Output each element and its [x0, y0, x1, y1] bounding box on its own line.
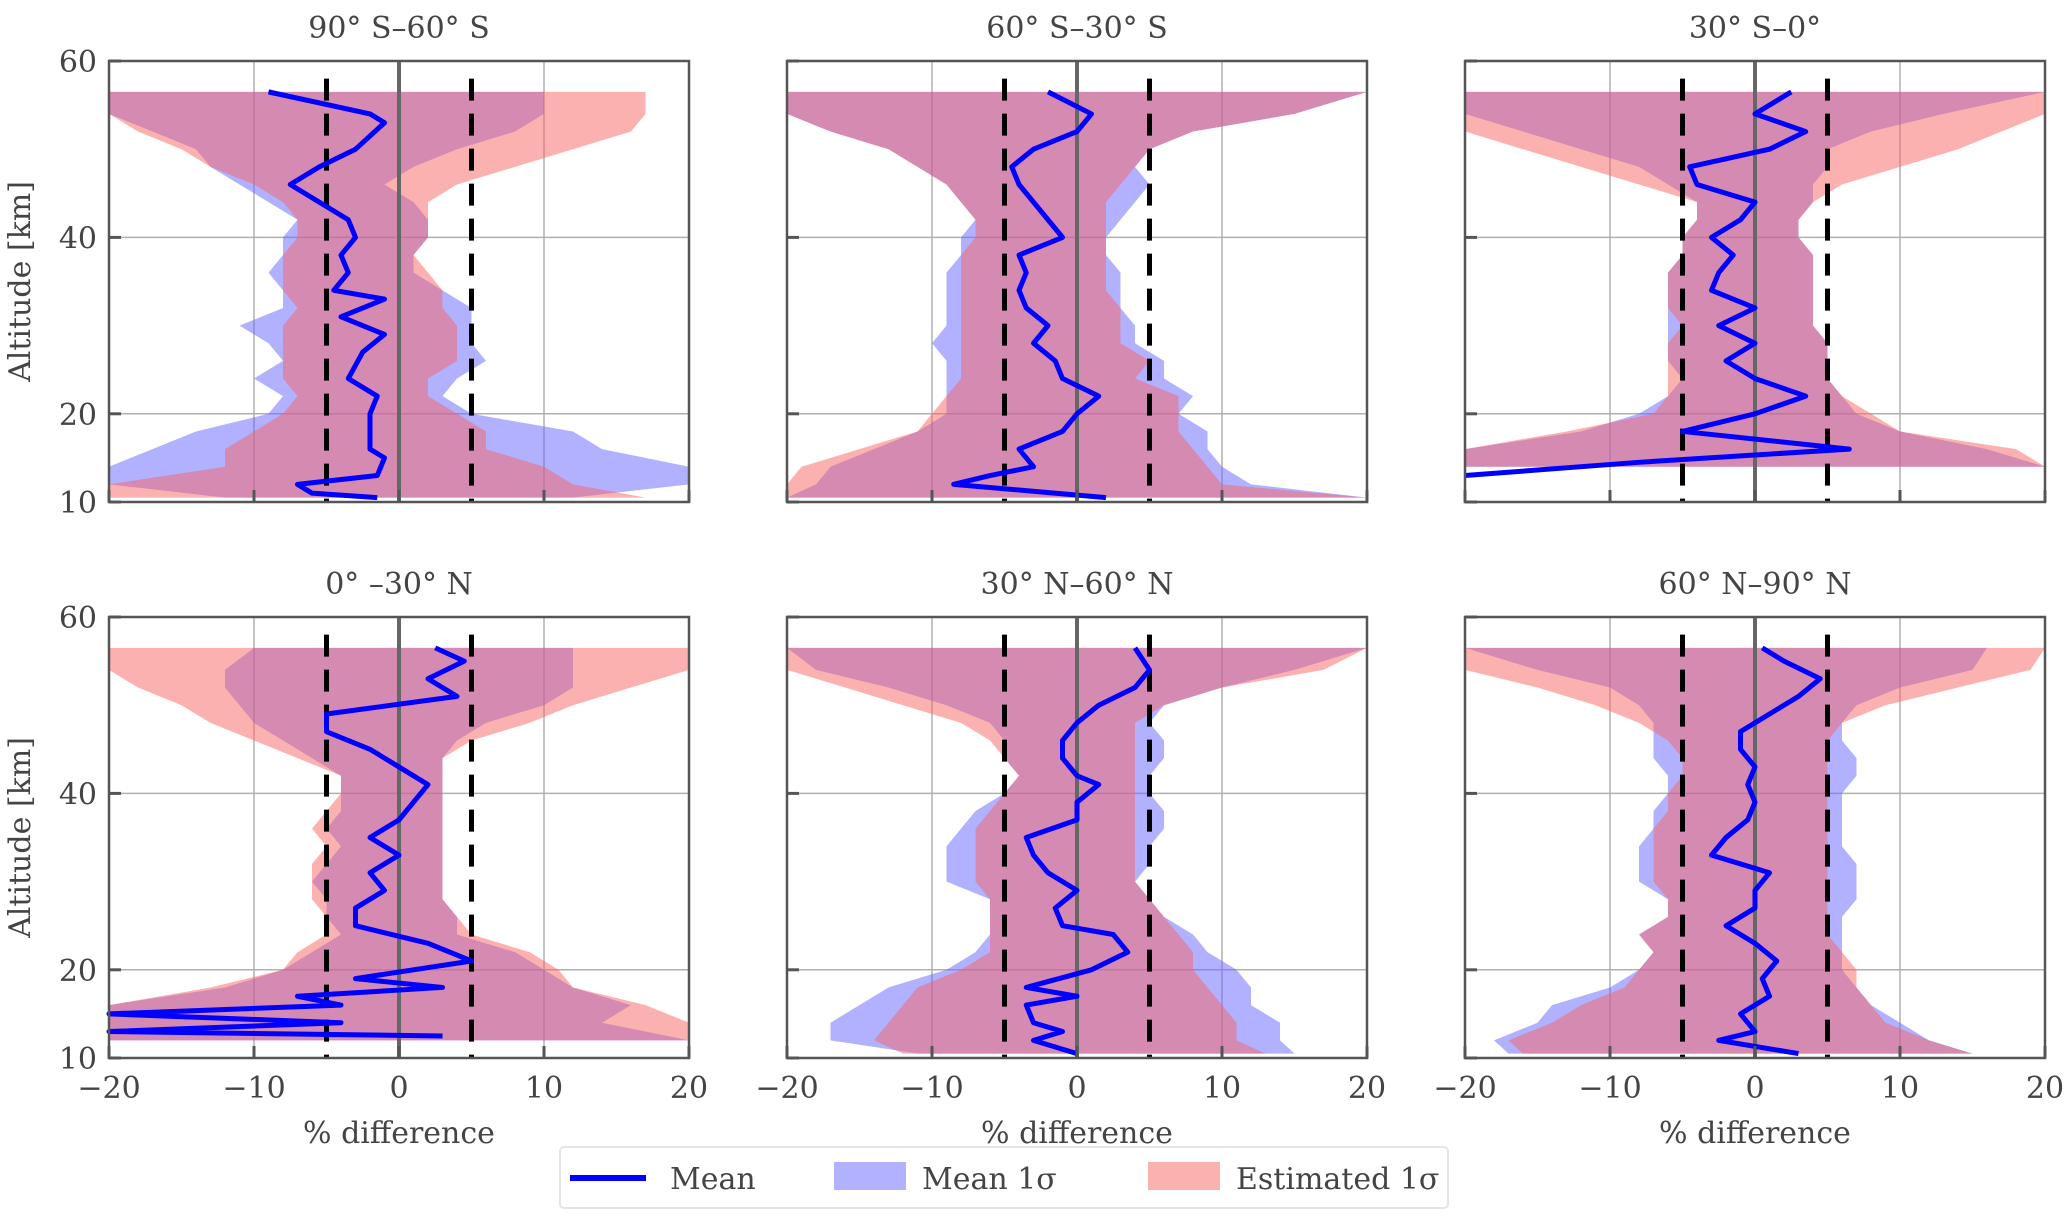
panel-2: 60° S–30° S: [785, 11, 1369, 504]
y-tick-label: 20: [59, 954, 97, 989]
x-tick-label: 10: [1203, 1071, 1241, 1106]
x-tick-label: 10: [1881, 1071, 1919, 1106]
mean-line: [267, 89, 387, 501]
legend-mean-sigma-swatch: [834, 1162, 906, 1190]
x-tick-label: 0: [1067, 1071, 1086, 1106]
panel-title: 90° S–60° S: [308, 11, 490, 46]
x-tick-label: −10: [900, 1071, 963, 1106]
x-tick-label: 0: [389, 1071, 408, 1106]
x-tick-label: −20: [755, 1071, 818, 1106]
y-axis-label: Altitude [km]: [3, 181, 38, 383]
x-tick-label: 20: [1348, 1071, 1386, 1106]
y-tick-label: 40: [59, 221, 97, 256]
x-axis-label: % difference: [1659, 1116, 1851, 1151]
x-tick-label: −20: [77, 1071, 140, 1106]
panel-1: 90° S–60° S 10 20 40 60 Altitude [km]: [3, 11, 691, 521]
mean-line: [106, 645, 474, 1039]
legend-est-sigma-swatch: [1148, 1162, 1220, 1190]
y-tick-label: 20: [59, 398, 97, 433]
mean-line: [1023, 646, 1152, 1056]
mean-line: [1709, 645, 1823, 1057]
panel-title: 30° N–60° N: [981, 567, 1174, 602]
y-tick-label: 40: [59, 777, 97, 812]
legend-mean-sigma-label: Mean 1σ: [922, 1162, 1057, 1197]
panel-4: 0° –30° N 10 20 40 60 −20 −10 0 10 20 % difference…: [3, 567, 708, 1151]
x-tick-label: 20: [2026, 1071, 2064, 1106]
y-tick-label: 60: [59, 45, 97, 80]
legend-box: [559, 1146, 1449, 1209]
x-tick-label: 0: [1745, 1071, 1764, 1106]
x-tick-label: −10: [1578, 1071, 1641, 1106]
y-axis-label: Altitude [km]: [3, 737, 38, 939]
x-tick-label: −10: [222, 1071, 285, 1106]
panel-title: 0° –30° N: [325, 567, 473, 602]
y-tick-label: 60: [59, 601, 97, 636]
x-axis-label: % difference: [303, 1116, 495, 1151]
mean-line: [951, 89, 1107, 501]
panel-title: 60° S–30° S: [986, 11, 1168, 46]
x-axis-label: % difference: [981, 1116, 1173, 1151]
legend-mean-label: Mean: [670, 1162, 756, 1197]
panel-6: 60° N–90° N −20 −10 0 10 20 % difference: [1433, 567, 2064, 1151]
panel-5: 30° N–60° N −20 −10 0 10 20 % difference: [755, 567, 1386, 1151]
panel-title: 30° S–0°: [1689, 11, 1821, 46]
panel-3: 30° S–0°: [1463, 11, 2047, 504]
x-tick-label: −20: [1433, 1071, 1496, 1106]
panel-title: 60° N–90° N: [1659, 567, 1852, 602]
x-tick-label: 20: [670, 1071, 708, 1106]
legend: Mean Mean 1σ Estimated 1σ: [559, 1146, 1449, 1209]
estimated-sigma-band: [109, 91, 646, 498]
y-tick-label: 10: [59, 486, 97, 521]
mean-line: [1464, 89, 1852, 479]
y-tick-label: 10: [59, 1042, 97, 1077]
legend-est-sigma-label: Estimated 1σ: [1236, 1162, 1439, 1197]
x-tick-label: 10: [525, 1071, 563, 1106]
